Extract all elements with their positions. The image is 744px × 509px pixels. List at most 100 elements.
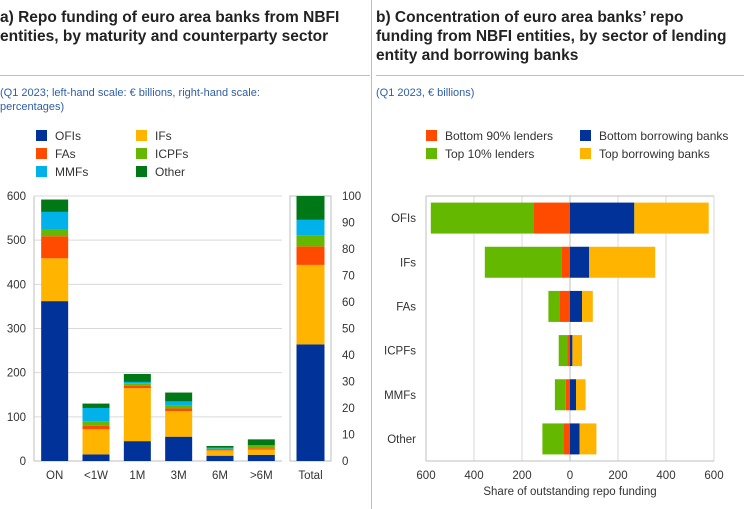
bar-icpfs-bottom-borrowing-banks: [570, 335, 573, 367]
x-tick-label: 6M: [212, 470, 228, 482]
bar-1w-ifs: [82, 429, 110, 455]
panel-b-subtitle: (Q1 2023, € billions): [376, 87, 475, 99]
legend-label-ifs: IFs: [155, 129, 172, 143]
legend-swatch-bottom-90-lenders: [426, 130, 437, 141]
bar-total-icpfs: [296, 235, 325, 247]
y-tick-label-right: 80: [342, 244, 355, 256]
bar-6m-mmfs: [247, 445, 275, 446]
y-tick-label: IFs: [400, 257, 416, 269]
bar-on-icpfs: [41, 229, 69, 237]
panel-a-subtitle: (Q1 2023; left-hand scale: € billions, r…: [0, 87, 260, 113]
bar-ofis-bottom-borrowing-banks: [570, 202, 635, 234]
y-tick-label-right: 20: [342, 403, 355, 415]
y-tick-label: FAs: [396, 301, 416, 313]
bar-ofis-bottom-90-lenders: [534, 202, 570, 234]
bar-icpfs-bottom-90-lenders: [567, 335, 570, 367]
bar-6m-icpfs: [206, 448, 234, 450]
x-tick-label: 200: [608, 470, 627, 482]
bar-icpfs-top-borrowing-banks: [572, 335, 582, 367]
bar-ifs-top-borrowing-banks: [589, 246, 656, 278]
bar-3m-fas: [165, 408, 193, 412]
y-tick-label-left: 0: [20, 456, 26, 468]
bar-1w-icpfs: [82, 421, 110, 426]
bar-other-top-10-lenders: [542, 423, 564, 455]
bar-total-fas: [296, 246, 325, 265]
legend-label-ofis: OFIs: [55, 129, 81, 143]
bar-other-bottom-borrowing-banks: [570, 423, 580, 455]
y-tick-label-left: 500: [7, 235, 26, 247]
x-tick-label: 400: [464, 470, 483, 482]
bar-fas-top-10-lenders: [548, 290, 560, 322]
x-tick-label: 400: [656, 470, 675, 482]
bar-6m-ifs: [206, 450, 234, 456]
bar-3m-ofis: [165, 436, 193, 461]
bar-on-ifs: [41, 258, 69, 302]
bar-total-ifs: [296, 264, 325, 345]
y-tick-label-left: 400: [7, 279, 26, 291]
y-tick-label-right: 50: [342, 324, 355, 336]
bar-1w-ofis: [82, 454, 110, 461]
bar-mmfs-top-10-lenders: [554, 379, 566, 411]
legend-label-top-10-lenders: Top 10% lenders: [445, 147, 534, 161]
bar-6m-ofis: [247, 454, 275, 461]
legend-swatch-bottom-borrowing-banks: [580, 130, 591, 141]
bar-fas-bottom-90-lenders: [559, 290, 570, 322]
y-tick-label-left: 100: [7, 412, 26, 424]
legend-swatch-top-borrowing-banks: [580, 148, 591, 159]
bar-ifs-top-10-lenders: [484, 246, 562, 278]
bar-on-fas: [41, 236, 69, 259]
x-tick-label: 600: [704, 470, 723, 482]
x-tick-label: 600: [416, 470, 435, 482]
bar-6m-other: [247, 439, 275, 446]
bar-6m-icpfs: [247, 445, 275, 449]
panel-a: a) Repo funding of euro area banks from …: [0, 0, 370, 509]
legend-swatch-other: [136, 166, 147, 177]
y-tick-label-right: 70: [342, 271, 355, 283]
bar-on-mmfs: [41, 211, 69, 230]
y-tick-label: OFIs: [391, 213, 416, 225]
x-tick-label: 200: [512, 470, 531, 482]
y-tick-label: Other: [387, 434, 416, 446]
legend-label-bottom-borrowing-banks: Bottom borrowing banks: [599, 129, 728, 143]
y-tick-label-left: 300: [7, 324, 26, 336]
bar-other-top-borrowing-banks: [579, 423, 597, 455]
bar-6m-ifs: [247, 449, 275, 455]
legend-label-bottom-90-lenders: Bottom 90% lenders: [445, 129, 553, 143]
bar-total-other: [296, 196, 325, 220]
legend-swatch-top-10-lenders: [426, 148, 437, 159]
y-tick-label-right: 100: [342, 191, 361, 203]
bar-1w-fas: [82, 425, 110, 430]
legend-label-other: Other: [155, 165, 185, 179]
bar-total-mmfs: [296, 219, 325, 236]
bar-ofis-top-10-lenders: [430, 202, 534, 234]
legend-swatch-fas: [36, 148, 47, 159]
legend-label-mmfs: MMFs: [55, 165, 88, 179]
panel-a-divider: [0, 75, 370, 76]
bar-3m-mmfs: [165, 401, 193, 406]
y-tick-label-left: 600: [7, 191, 26, 203]
bar-total-ofis: [296, 344, 325, 461]
panel-a-title: a) Repo funding of euro area banks from …: [0, 9, 340, 45]
y-tick-label-right: 90: [342, 218, 355, 230]
y-tick-label-left: 200: [7, 368, 26, 380]
y-tick-label-right: 60: [342, 297, 355, 309]
bar-ofis-top-borrowing-banks: [634, 202, 709, 234]
x-tick-label: ON: [46, 470, 63, 482]
legend-swatch-icpfs: [136, 148, 147, 159]
y-tick-label-right: 30: [342, 377, 355, 389]
bar-1w-other: [82, 403, 110, 408]
bar-1m-mmfs: [123, 381, 151, 384]
bar-icpfs-top-10-lenders: [558, 335, 568, 367]
bar-1m-icpfs: [123, 383, 151, 386]
bar-6m-fas: [247, 448, 275, 450]
x-tick-label: 3M: [171, 470, 187, 482]
bar-mmfs-bottom-90-lenders: [565, 379, 570, 411]
y-tick-label-right: 0: [342, 456, 348, 468]
bar-mmfs-top-borrowing-banks: [576, 379, 586, 411]
bar-on-other: [41, 199, 69, 212]
bar-ifs-bottom-borrowing-banks: [570, 246, 590, 278]
bar-1m-fas: [123, 385, 151, 389]
legend-swatch-ifs: [136, 130, 147, 141]
y-tick-label: ICPFs: [384, 346, 416, 358]
